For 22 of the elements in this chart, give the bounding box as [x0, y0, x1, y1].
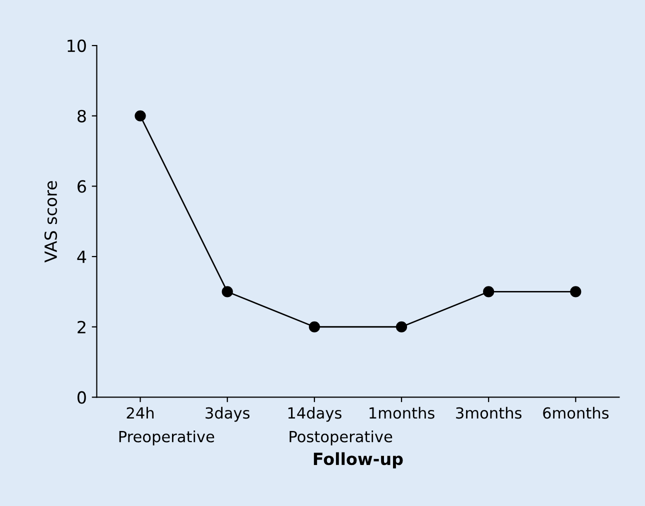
- x-axis-title: Follow-up: [314, 452, 403, 468]
- y-tick-label: 10: [68, 40, 86, 52]
- x-tick-label: 6months: [543, 406, 609, 419]
- x-tick-label: 3days: [206, 406, 250, 422]
- x-tick-label: 14days: [288, 406, 342, 422]
- x-tick-label: 24h: [126, 406, 154, 419]
- y-tick-label: 4: [77, 250, 86, 263]
- point: [308, 321, 320, 332]
- point: [134, 110, 146, 122]
- text: Preoperative: [119, 430, 214, 446]
- y-tick-label: 8: [78, 110, 86, 122]
- text: Postoperative: [290, 430, 392, 446]
- y-tick-label: 2: [78, 320, 86, 334]
- x-tick-label: 1months: [370, 406, 434, 419]
- y-axis-title: VAS score: [44, 181, 58, 262]
- y-tick-label: 0: [78, 391, 86, 404]
- x-tick-label: 3months: [456, 406, 522, 419]
- point: [222, 286, 233, 298]
- point: [396, 321, 408, 332]
- point: [483, 286, 494, 298]
- point: [570, 286, 582, 298]
- y-tick-label: 6: [78, 180, 86, 193]
